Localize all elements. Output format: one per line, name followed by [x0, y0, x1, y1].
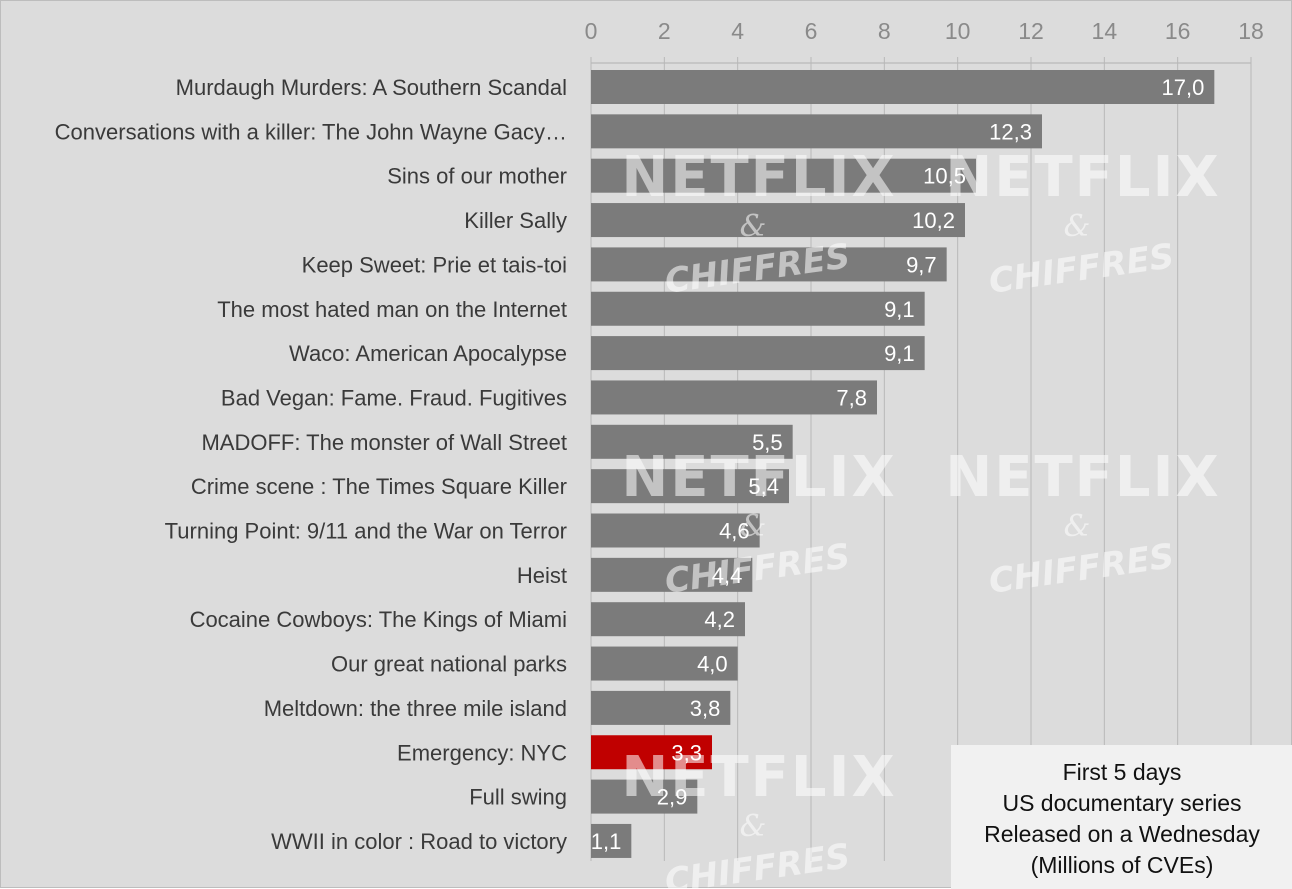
category-label: Turning Point: 9/11 and the War on Terro…: [165, 519, 567, 544]
bar: [591, 70, 1215, 104]
watermark-title: NETFLIX: [621, 145, 896, 210]
bar: [591, 646, 738, 681]
category-label: Emergency: NYC: [397, 740, 567, 765]
category-label: Conversations with a killer: The John Wa…: [55, 119, 567, 144]
watermark-amp: &: [740, 509, 767, 544]
x-tick-label: 4: [731, 18, 744, 44]
value-label: 10,5: [923, 164, 966, 189]
value-label: 4,2: [704, 607, 735, 632]
x-tick-label: 10: [945, 18, 971, 44]
watermark-amp: &: [1064, 509, 1091, 544]
category-label: The most hated man on the Internet: [217, 297, 567, 322]
category-label: Our great national parks: [331, 652, 567, 677]
watermark-title: NETFLIX: [945, 145, 1220, 210]
category-label: Sins of our mother: [387, 164, 567, 189]
legend-line: US documentary series: [1002, 790, 1242, 816]
value-label: 2,9: [657, 785, 688, 810]
bar: [591, 158, 976, 193]
category-label: Killer Sally: [464, 208, 567, 233]
watermark-title: NETFLIX: [945, 445, 1220, 510]
bar: [591, 779, 698, 814]
x-tick-label: 6: [805, 18, 818, 44]
bar: [591, 690, 731, 725]
watermark-sub: CHIFFRES: [662, 836, 852, 889]
watermark-amp: &: [740, 809, 767, 844]
bar: [591, 602, 745, 637]
legend-line: First 5 days: [1062, 759, 1182, 785]
category-label: Meltdown: the three mile island: [264, 696, 567, 721]
watermark-amp: &: [1064, 209, 1091, 244]
watermark-amp: &: [740, 209, 767, 244]
bar: [591, 380, 877, 415]
x-tick-label: 2: [658, 18, 671, 44]
category-label: Crime scene : The Times Square Killer: [191, 474, 567, 499]
category-label: WWII in color : Road to victory: [271, 829, 567, 854]
watermark-logo: NETFLIX&CHIFFRES: [945, 445, 1220, 602]
value-label: 3,8: [690, 696, 721, 721]
bar: [591, 557, 753, 592]
value-label: 12,3: [989, 119, 1032, 144]
x-tick-label: 16: [1165, 18, 1191, 44]
category-label: Waco: American Apocalypse: [289, 341, 567, 366]
bar: [591, 291, 925, 326]
bar: [591, 336, 925, 371]
x-tick-labels: 0 2 4 6 8 10 12 14 16 18: [585, 18, 1264, 44]
value-label: 4,4: [712, 563, 743, 588]
x-tick-label: 18: [1238, 18, 1264, 44]
bar: [591, 247, 947, 282]
category-label: Cocaine Cowboys: The Kings of Miami: [190, 607, 567, 632]
watermark-logo: NETFLIX&CHIFFRES: [945, 145, 1220, 302]
category-label: MADOFF: The monster of Wall Street: [201, 430, 567, 455]
value-label: 10,2: [912, 208, 955, 233]
bar: [591, 823, 632, 858]
value-label: 9,7: [906, 252, 937, 277]
value-label: 3,3: [671, 740, 702, 765]
value-label: 4,0: [697, 652, 728, 677]
bar: [591, 735, 712, 770]
bar: [591, 513, 760, 548]
x-tick-label: 14: [1092, 18, 1118, 44]
watermark-title: NETFLIX: [621, 745, 896, 810]
category-label: Bad Vegan: Fame. Fraud. Fugitives: [221, 385, 567, 410]
value-label: 5,5: [752, 430, 783, 455]
value-label: 17,0: [1162, 75, 1205, 100]
category-label: Keep Sweet: Prie et tais-toi: [302, 252, 567, 277]
bar: [591, 469, 789, 504]
x-tick-label: 12: [1018, 18, 1044, 44]
watermark-sub: CHIFFRES: [986, 236, 1176, 302]
x-tick-label: 8: [878, 18, 891, 44]
category-labels: Murdaugh Murders: A Southern Scandal Conv…: [55, 75, 567, 854]
value-label: 9,1: [884, 297, 915, 322]
watermark-title: NETFLIX: [621, 445, 896, 510]
x-tick-label: 0: [585, 18, 598, 44]
category-label: Murdaugh Murders: A Southern Scandal: [176, 75, 567, 100]
value-label: 5,4: [748, 474, 779, 499]
watermark-logo: NETFLIX&CHIFFRES: [621, 745, 896, 889]
legend-line: Released on a Wednesday: [984, 821, 1260, 847]
value-label: 1,1: [591, 829, 622, 854]
value-labels: 17,0 12,3 10,5 10,2 9,7 9,1 9,1 7,8 5,5 5,4 4,6 4,4…: [591, 75, 1205, 854]
value-label: 9,1: [884, 341, 915, 366]
bar: [591, 114, 1042, 149]
value-label: 4,6: [719, 519, 750, 544]
bars: [591, 70, 1215, 858]
bar: [591, 424, 793, 459]
legend-box: First 5 days US documentary series Relea…: [951, 745, 1292, 889]
category-label: Full swing: [469, 785, 567, 810]
watermark-sub: CHIFFRES: [986, 536, 1176, 602]
value-label: 7,8: [836, 385, 867, 410]
category-label: Heist: [517, 563, 567, 588]
legend-line: (Millions of CVEs): [1030, 852, 1214, 878]
bar: [591, 203, 965, 238]
